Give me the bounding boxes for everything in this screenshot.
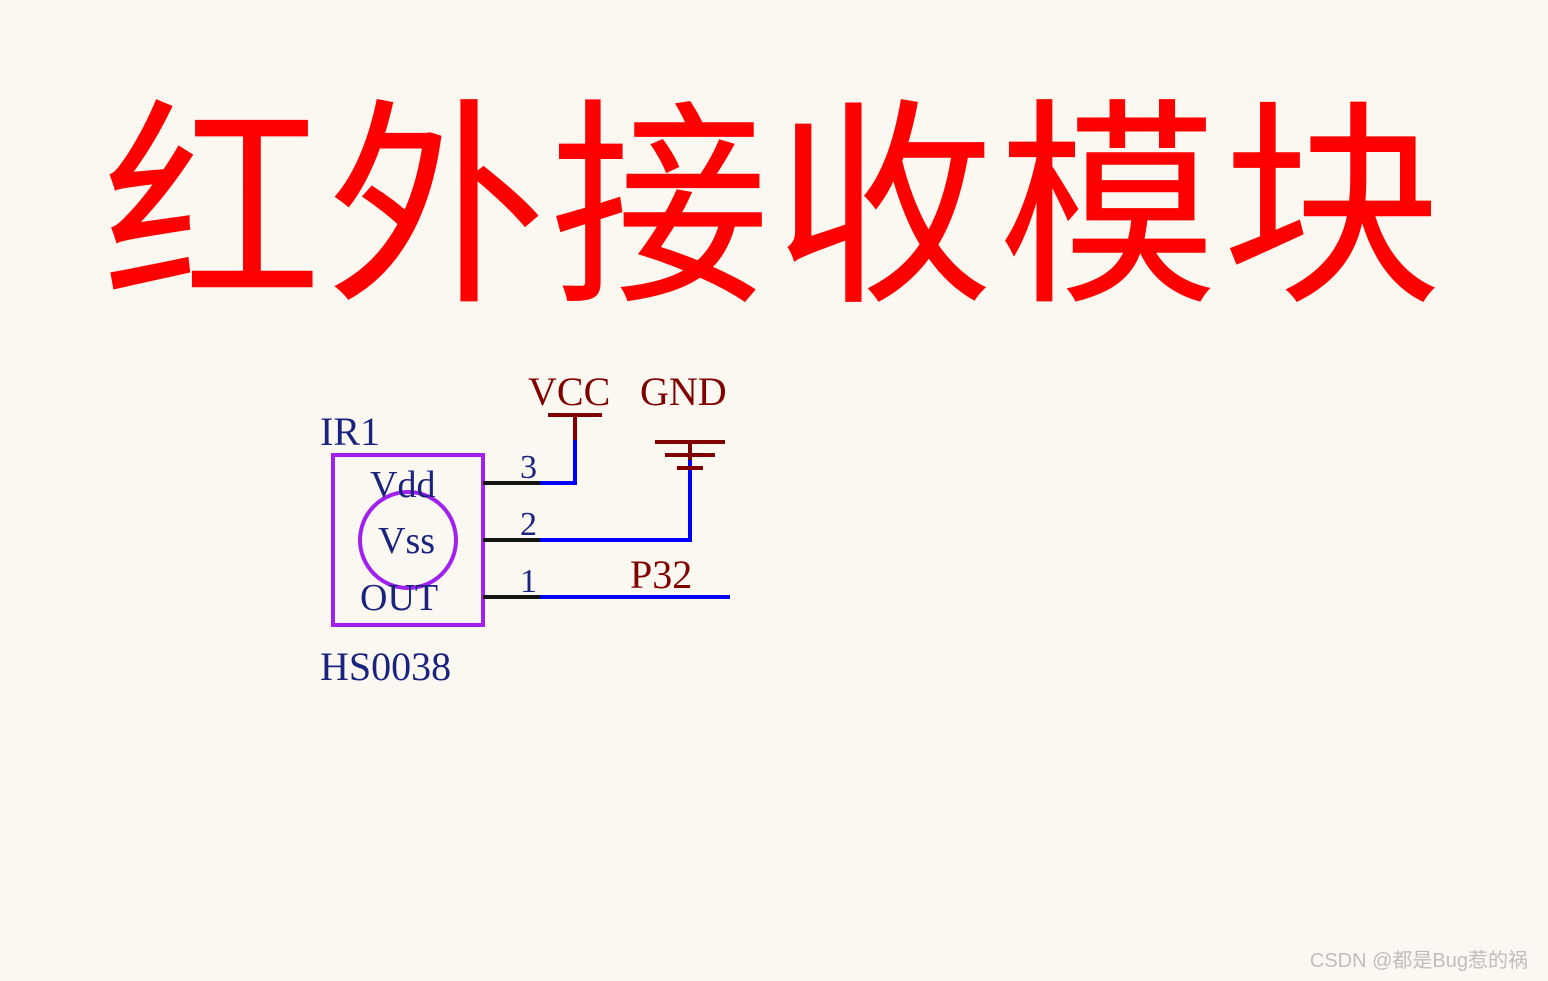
vcc-label: VCC [528,369,610,414]
partnumber-text: HS0038 [320,644,451,689]
designator-text: IR1 [320,409,380,454]
pin2-label: Vss [378,520,435,562]
wire-pin2-gnd [540,460,690,540]
p32-label: P32 [630,552,692,597]
pin3-label: Vdd [370,464,435,506]
watermark-text: CSDN @都是Bug惹的祸 [1310,944,1528,973]
schematic-svg: IR1 HS0038 Vdd Vss OUT 3 2 1 VCC GND P32 [0,0,1548,981]
pin2-num: 2 [520,506,537,543]
wire-pin3-vcc [540,440,575,483]
pin1-num: 1 [520,563,537,600]
pin3-num: 3 [520,449,537,486]
gnd-label: GND [640,369,727,414]
pin1-label: OUT [360,577,438,619]
